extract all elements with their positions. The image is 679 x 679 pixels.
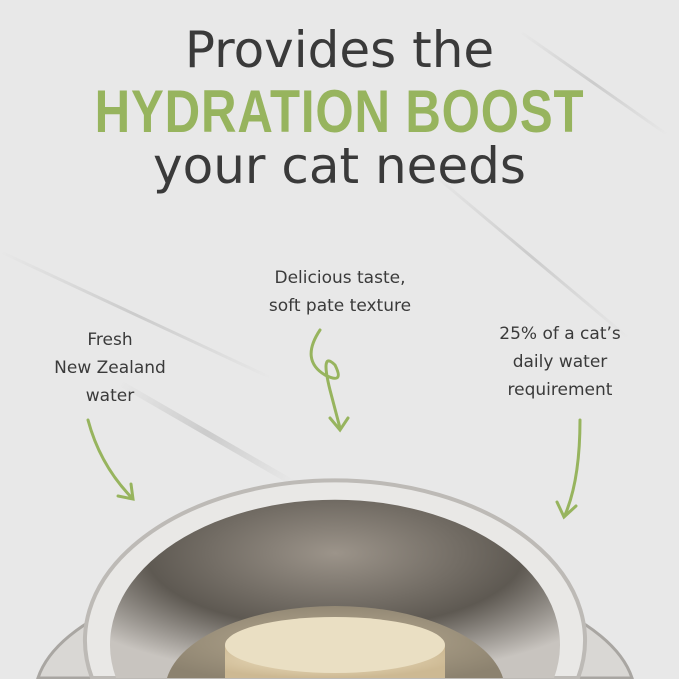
- arrow-icon: [309, 328, 350, 433]
- callout-text: Fresh: [87, 330, 133, 350]
- callout-text: 25% of a cat’s: [499, 324, 621, 344]
- callout-text: water: [85, 386, 135, 406]
- pate-top: [225, 617, 445, 673]
- callout-water: Fresh New Zealand water: [30, 326, 190, 410]
- headline-line1: Provides the: [184, 21, 495, 79]
- headline-line3: your cat needs: [153, 137, 526, 195]
- callout-text: requirement: [507, 380, 613, 400]
- arrow-icon: [555, 418, 582, 520]
- callout-requirement: 25% of a cat’s daily water requirement: [470, 320, 650, 404]
- callout-text: daily water: [512, 352, 608, 372]
- arrow-icon: [86, 418, 135, 501]
- callout-text: soft pate texture: [268, 296, 412, 316]
- headline-highlight: HYDRATION BOOST: [94, 78, 585, 145]
- callout-text: New Zealand: [54, 358, 166, 378]
- food-bowl-image: [36, 478, 634, 679]
- callout-taste: Delicious taste, soft pate texture: [240, 264, 440, 320]
- callout-text: Delicious taste,: [274, 268, 406, 288]
